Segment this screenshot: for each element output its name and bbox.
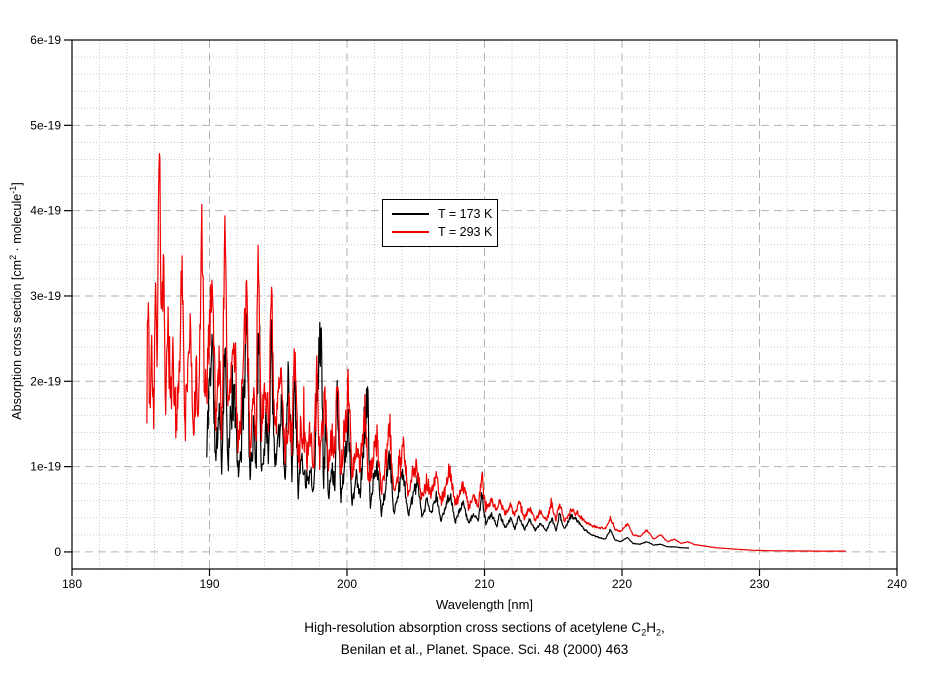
y-tick-label: 0 <box>54 545 61 559</box>
y-tick-label: 2e-19 <box>30 374 61 388</box>
y-axis-title-text: Absorption cross section [cm <box>10 259 25 420</box>
x-axis-title: Wavelength [nm] <box>435 597 534 612</box>
y-axis-title-text: · molecule <box>10 193 25 255</box>
x-tick-label: 220 <box>612 577 632 591</box>
grid-major <box>72 40 897 569</box>
y-tick-label: 4e-19 <box>30 204 61 218</box>
caption-text: , <box>660 620 665 635</box>
y-tick-label: 3e-19 <box>30 289 61 303</box>
legend-label: T = 293 K <box>438 225 493 240</box>
legend-line-swatch <box>392 231 429 234</box>
series-lines <box>146 153 846 552</box>
x-tick-label: 240 <box>887 577 907 591</box>
series-line-t293 <box>146 153 846 552</box>
legend-line-swatch <box>392 212 429 215</box>
caption-text: High-resolution absorption cross section… <box>304 620 642 635</box>
axes-box-and-ticks <box>64 39 898 576</box>
y-axis-title: Absorption cross section [cm2 · molecule… <box>8 182 24 419</box>
caption-line-1: High-resolution absorption cross section… <box>72 620 897 638</box>
legend-entry-t293: T = 293 K <box>392 225 497 239</box>
x-tick-label: 190 <box>199 577 219 591</box>
caption-text: H <box>646 620 656 635</box>
y-axis-title-text: ] <box>10 182 25 186</box>
legend-entry-t173: T = 173 K <box>392 207 497 221</box>
y-axis-title-sup: -1 <box>7 185 18 194</box>
caption-sub: 2 <box>655 627 661 638</box>
y-tick-label: 5e-19 <box>30 118 61 132</box>
caption-sub: 2 <box>641 627 647 638</box>
tick-labels: 180 190 200 210 220 230 240 0 1e-19 2e-19 3e-19 4e-… <box>30 33 907 591</box>
y-tick-label: 1e-19 <box>30 460 61 474</box>
series-line-t173 <box>206 313 690 549</box>
y-tick-label: 6e-19 <box>30 33 61 47</box>
x-tick-label: 210 <box>474 577 494 591</box>
x-tick-label: 180 <box>62 577 82 591</box>
y-axis-title-sup: 2 <box>7 254 18 260</box>
caption-line-2: Benilan et al., Planet. Space. Sci. 48 (… <box>340 642 629 657</box>
legend-label: T = 173 K <box>438 206 493 221</box>
x-tick-label: 200 <box>337 577 357 591</box>
legend: T = 173 K T = 293 K <box>382 199 498 247</box>
x-tick-label: 230 <box>749 577 769 591</box>
